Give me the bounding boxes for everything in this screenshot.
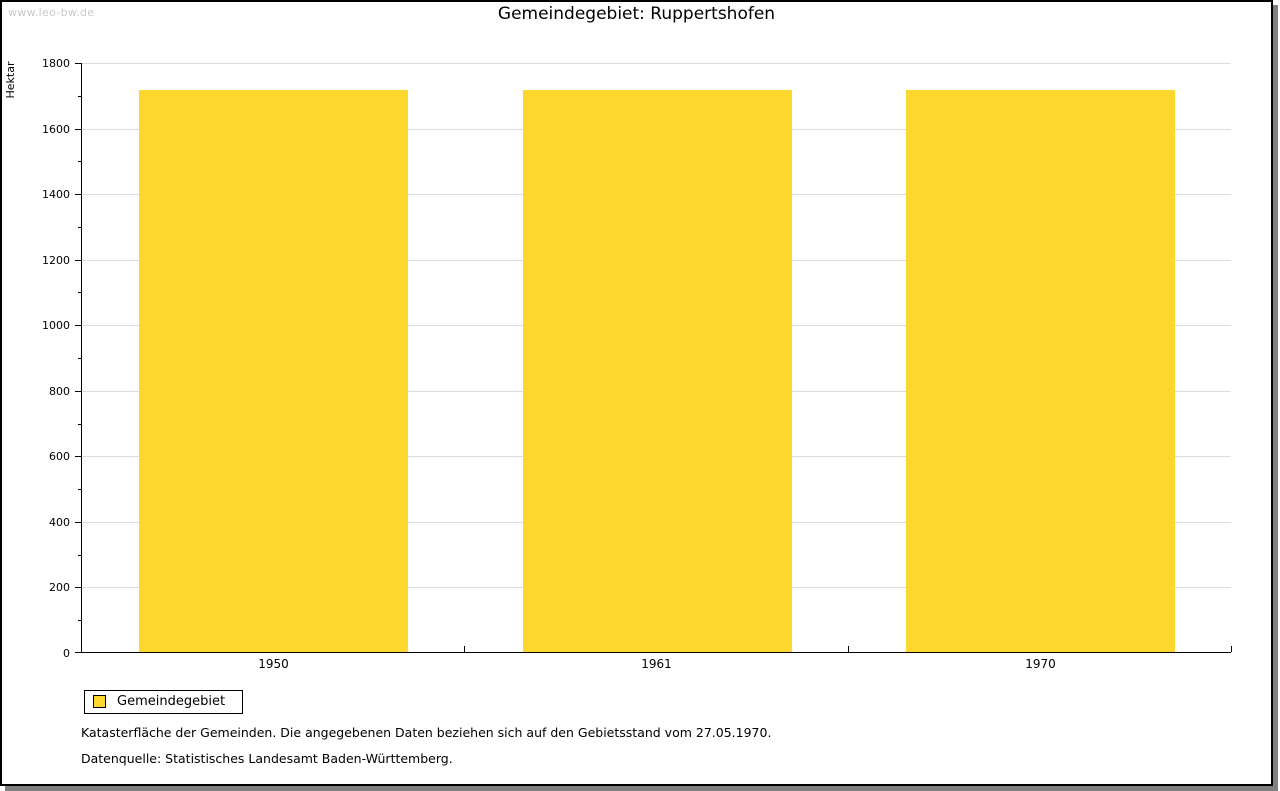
x-axis-tick — [848, 646, 849, 652]
y-axis-minor-tick — [78, 96, 82, 97]
y-axis-minor-tick — [78, 161, 82, 162]
y-axis-minor-tick — [78, 489, 82, 490]
y-axis-minor-tick — [78, 358, 82, 359]
chart-title: Gemeindegebiet: Ruppertshofen — [497, 4, 776, 24]
x-axis-tick — [1231, 646, 1232, 652]
watermark-text: www.leo-bw.de — [8, 6, 95, 19]
footer-note: Katasterfläche der Gemeinden. Die angege… — [81, 725, 772, 740]
y-axis-tick-label: 1200 — [42, 254, 70, 267]
y-axis-minor-tick — [78, 620, 82, 621]
y-axis-major-tick — [75, 63, 82, 64]
plot-area: 0 200 400 600 800 1000 1200 1400 1600 1800 1950 196… — [42, 57, 1232, 671]
bar-1961 — [523, 90, 792, 652]
y-axis-tick-label: 600 — [49, 450, 70, 463]
y-axis-major-tick — [75, 129, 82, 130]
y-axis-tick-label: 1800 — [42, 57, 70, 70]
y-axis-major-tick — [75, 260, 82, 261]
y-axis-tick-label: 0 — [63, 647, 70, 660]
footer-source: Datenquelle: Statistisches Landesamt Bad… — [81, 751, 453, 766]
y-axis-minor-tick — [78, 424, 82, 425]
y-axis-tick-label: 1600 — [42, 123, 70, 136]
y-axis-major-tick — [75, 325, 82, 326]
legend-swatch — [93, 695, 106, 708]
y-axis-major-tick — [75, 456, 82, 457]
y-axis-major-tick — [75, 194, 82, 195]
y-axis-label: Hektar — [4, 61, 17, 99]
y-axis-major-tick — [75, 391, 82, 392]
y-axis-tick-label: 200 — [49, 581, 70, 594]
y-axis-minor-tick — [78, 227, 82, 228]
legend-box: Gemeindegebiet — [84, 690, 244, 714]
gridline — [82, 63, 1231, 64]
x-axis-category-label: 1970 — [1025, 657, 1056, 671]
y-axis-major-tick — [75, 652, 82, 653]
bar-1950 — [139, 90, 408, 652]
y-axis-minor-tick — [78, 555, 82, 556]
x-axis-category-label: 1961 — [641, 657, 672, 671]
y-axis-tick-label: 1400 — [42, 188, 70, 201]
y-axis-tick-label: 1000 — [42, 319, 70, 332]
x-axis-category-label: 1950 — [258, 657, 289, 671]
bar-1970 — [906, 90, 1175, 652]
y-axis-tick-label: 400 — [49, 516, 70, 529]
y-axis-major-tick — [75, 587, 82, 588]
legend-label: Gemeindegebiet — [117, 694, 226, 709]
y-axis-minor-tick — [78, 292, 82, 293]
y-axis-major-tick — [75, 522, 82, 523]
y-axis-tick-label: 800 — [49, 385, 70, 398]
x-axis-tick — [464, 646, 465, 652]
